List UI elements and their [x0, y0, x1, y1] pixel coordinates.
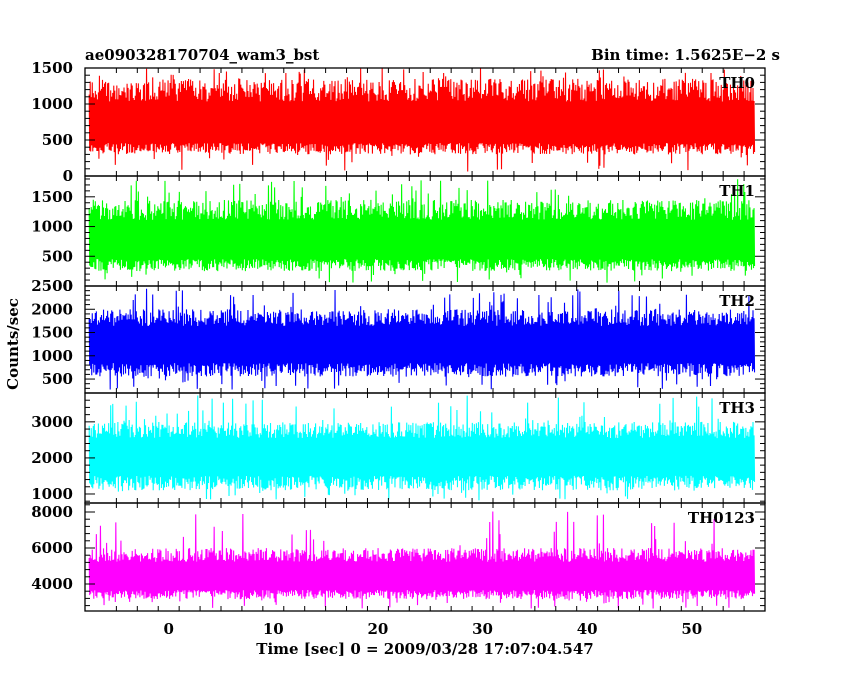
y-tick-label: 1000 — [31, 347, 73, 365]
y-tick-label: 500 — [42, 370, 73, 388]
y-tick-label: 6000 — [31, 539, 73, 557]
y-tick-label: 8000 — [31, 503, 73, 521]
y-tick-label: 500 — [42, 131, 73, 149]
y-tick-label: 1500 — [31, 188, 73, 206]
panel-label-th2: TH2 — [719, 292, 755, 310]
x-axis-label: Time [sec] 0 = 2009/03/28 17:07:04.547 — [256, 640, 593, 658]
series-line-th0 — [88, 68, 756, 172]
y-tick-label: 0 — [63, 167, 73, 185]
series-line-th2 — [88, 288, 756, 390]
panel-th1: 0 500 1000 1500 TH1 — [31, 175, 766, 295]
y-axis-label: Counts/sec — [4, 298, 22, 390]
x-tick-label: 10 — [263, 620, 284, 638]
x-tick-label: 0 — [163, 620, 173, 638]
y-tick-label: 3000 — [31, 413, 73, 431]
x-tick-label: 30 — [472, 620, 493, 638]
y-tick-label: 1500 — [31, 59, 73, 77]
y-tick-label: 500 — [42, 247, 73, 265]
y-tick-label: 2000 — [31, 449, 73, 467]
x-tick-label: 50 — [681, 620, 702, 638]
y-tick-label: 1000 — [31, 95, 73, 113]
y-tick-label: 4000 — [31, 575, 73, 593]
panel-th0: 0 500 1000 1500 TH0 — [31, 59, 766, 185]
y-tick-label: 0 — [63, 277, 73, 295]
y-tick-label: 2000 — [31, 300, 73, 318]
panel-th2: 500 1000 1500 2000 2500 TH2 — [31, 277, 766, 394]
panel-label-th0123: TH0123 — [688, 509, 755, 527]
panel-label-th0: TH0 — [719, 74, 755, 92]
series-line-th1 — [88, 179, 756, 283]
x-tick-label: 40 — [577, 620, 598, 638]
panel-th3: 1000 2000 3000 TH3 — [31, 392, 766, 504]
bin-time-label: Bin time: 1.5625E−2 s — [591, 46, 780, 64]
x-tick-label: 20 — [367, 620, 388, 638]
panel-label-th3: TH3 — [719, 399, 755, 417]
y-tick-label: 1000 — [31, 218, 73, 236]
y-tick-label: 1500 — [31, 324, 73, 342]
chart-title: ae090328170704_wam3_bst — [85, 46, 319, 64]
panel-frame — [84, 502, 766, 612]
series-line-th0123 — [88, 511, 756, 609]
panel-th0123: 4000 6000 8000 TH0123 — [31, 502, 766, 612]
y-tick-label: 2500 — [31, 277, 73, 295]
y-tick-label: 1000 — [31, 485, 73, 503]
panel-label-th1: TH1 — [719, 182, 755, 200]
series-line-th3 — [88, 395, 756, 501]
